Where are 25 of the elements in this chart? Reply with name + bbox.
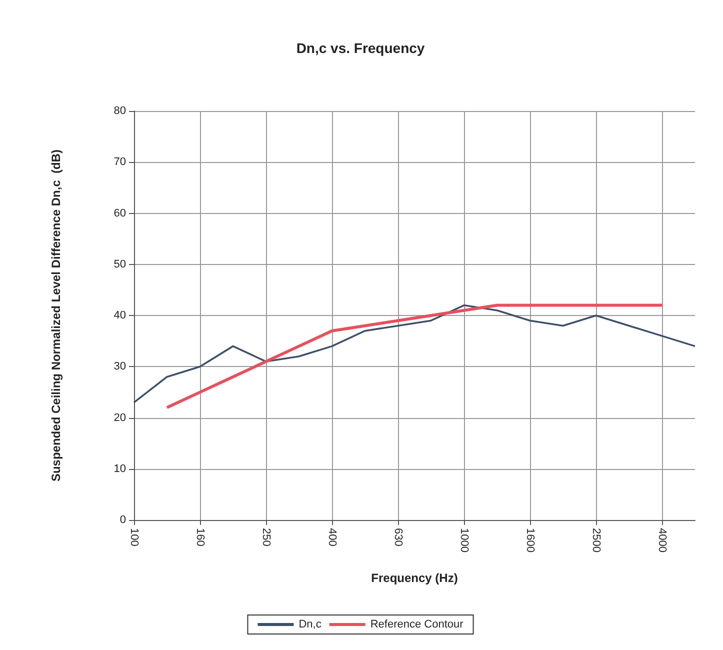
y-tick-label: 80 <box>114 105 126 117</box>
x-tick-label: 4000 <box>656 528 668 552</box>
x-tick-label: 1600 <box>524 528 536 552</box>
x-tick-label: 100 <box>128 528 140 546</box>
x-tick-label: 630 <box>392 528 404 546</box>
y-tick-label: 0 <box>120 514 126 526</box>
line-series <box>166 304 664 410</box>
y-axis-title: Suspended Ceiling Normalized Level Difference Dn,c (dB) <box>49 149 63 482</box>
x-tick-label: 250 <box>260 528 272 546</box>
x-tick-label: 2500 <box>590 528 602 552</box>
x-tick-label: 400 <box>326 528 338 546</box>
y-tick-label: 60 <box>114 207 126 220</box>
chart-title: Dn,c vs. Frequency <box>296 40 425 56</box>
x-tick-label: 160 <box>194 528 206 546</box>
y-tick-label: 40 <box>114 310 126 322</box>
legend-label: Dn,c <box>298 618 322 630</box>
y-tick-label: 30 <box>114 360 126 373</box>
x-tick-label: 1000 <box>458 528 470 552</box>
y-tick-label: 10 <box>114 462 126 475</box>
legend-label: Reference Contour <box>370 618 464 630</box>
y-tick-label: 50 <box>114 258 126 270</box>
line-series <box>133 304 696 404</box>
x-axis-title: Frequency (Hz) <box>371 571 458 585</box>
y-tick-label: 70 <box>114 156 126 168</box>
y-tick-label: 20 <box>114 412 126 424</box>
